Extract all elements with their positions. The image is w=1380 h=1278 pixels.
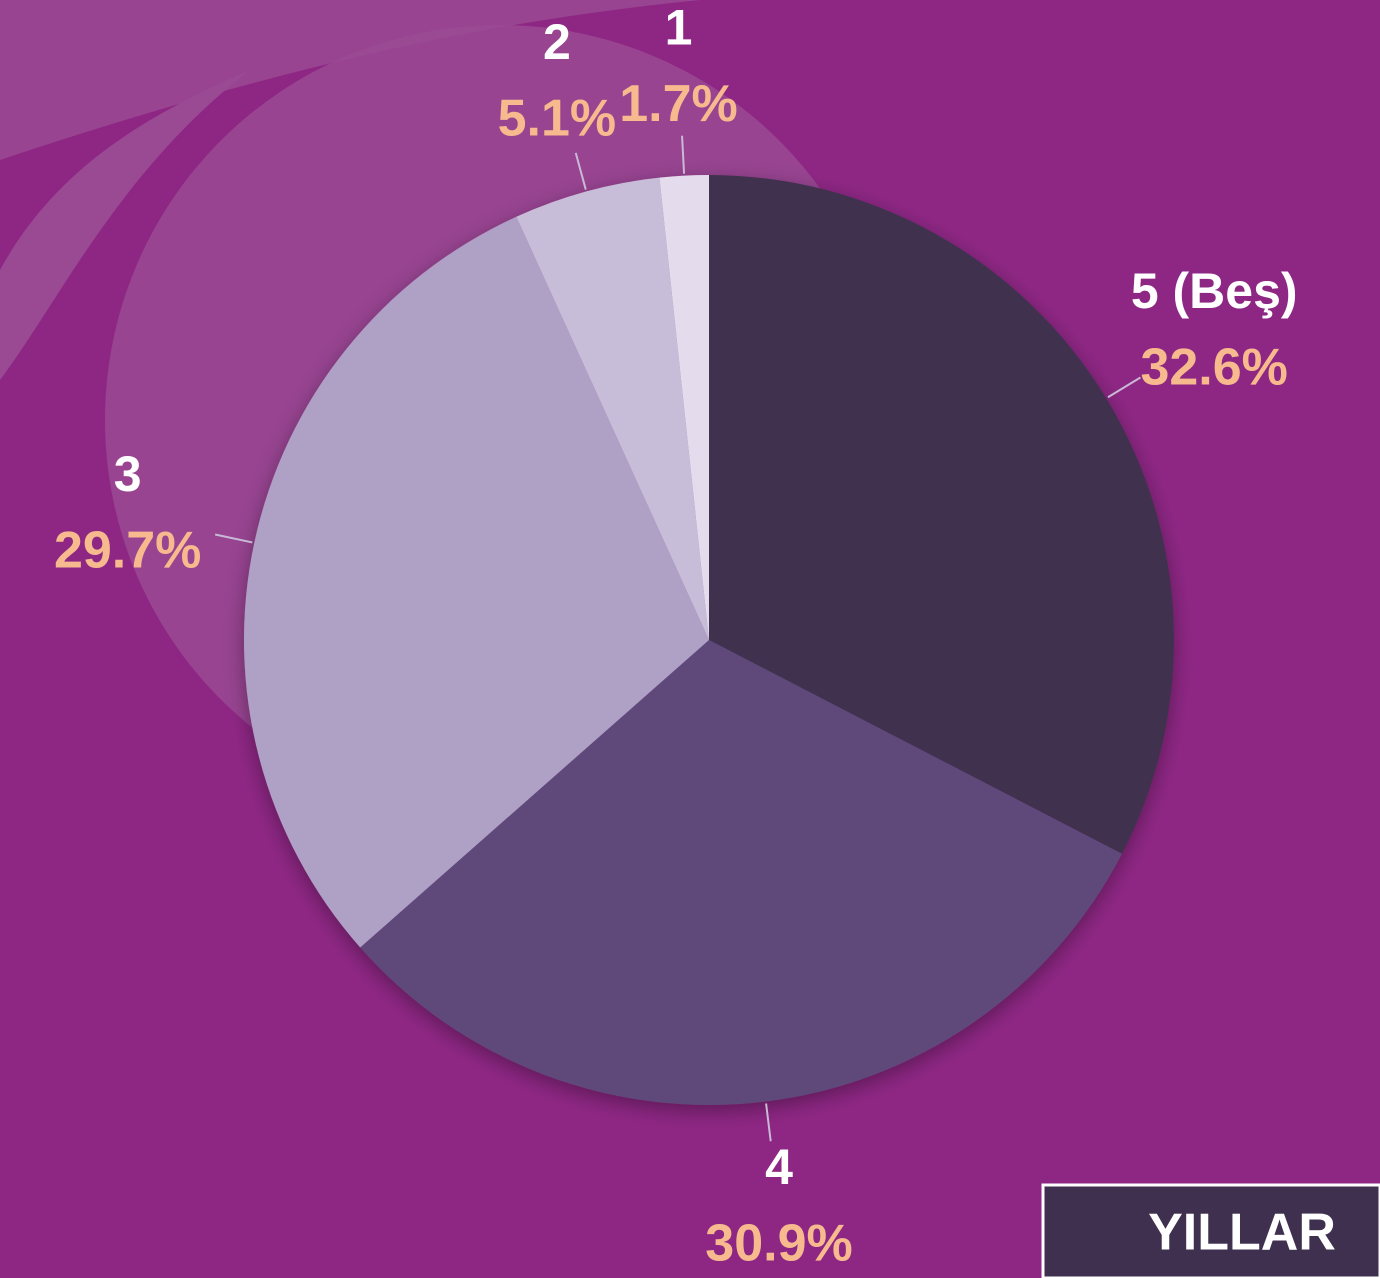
value-label: 32.6% [1140, 338, 1287, 396]
value-label: 1.7% [619, 75, 738, 133]
value-label: 5.1% [498, 90, 617, 148]
pie [244, 175, 1174, 1105]
page: {"chart_data": {"type": "pie", "title": … [0, 0, 1380, 1278]
value-label: 30.9% [705, 1214, 852, 1272]
chart-title: YILLAR [1148, 1204, 1336, 1262]
chart: YILLAR 5 (Beş) 32.6% 4 30.9% 3 29.7% 2 5.1% 1 1.7… [0, 0, 1380, 1278]
slice-label: 1 [665, 0, 693, 56]
slice-label: 3 [114, 446, 142, 502]
leader-line [766, 1103, 771, 1141]
leader-line [1108, 377, 1140, 397]
slice-label: 5 (Beş) [1131, 263, 1298, 319]
value-label: 29.7% [54, 522, 201, 580]
slice-label: 4 [765, 1139, 793, 1195]
slice-label: 2 [543, 14, 571, 70]
